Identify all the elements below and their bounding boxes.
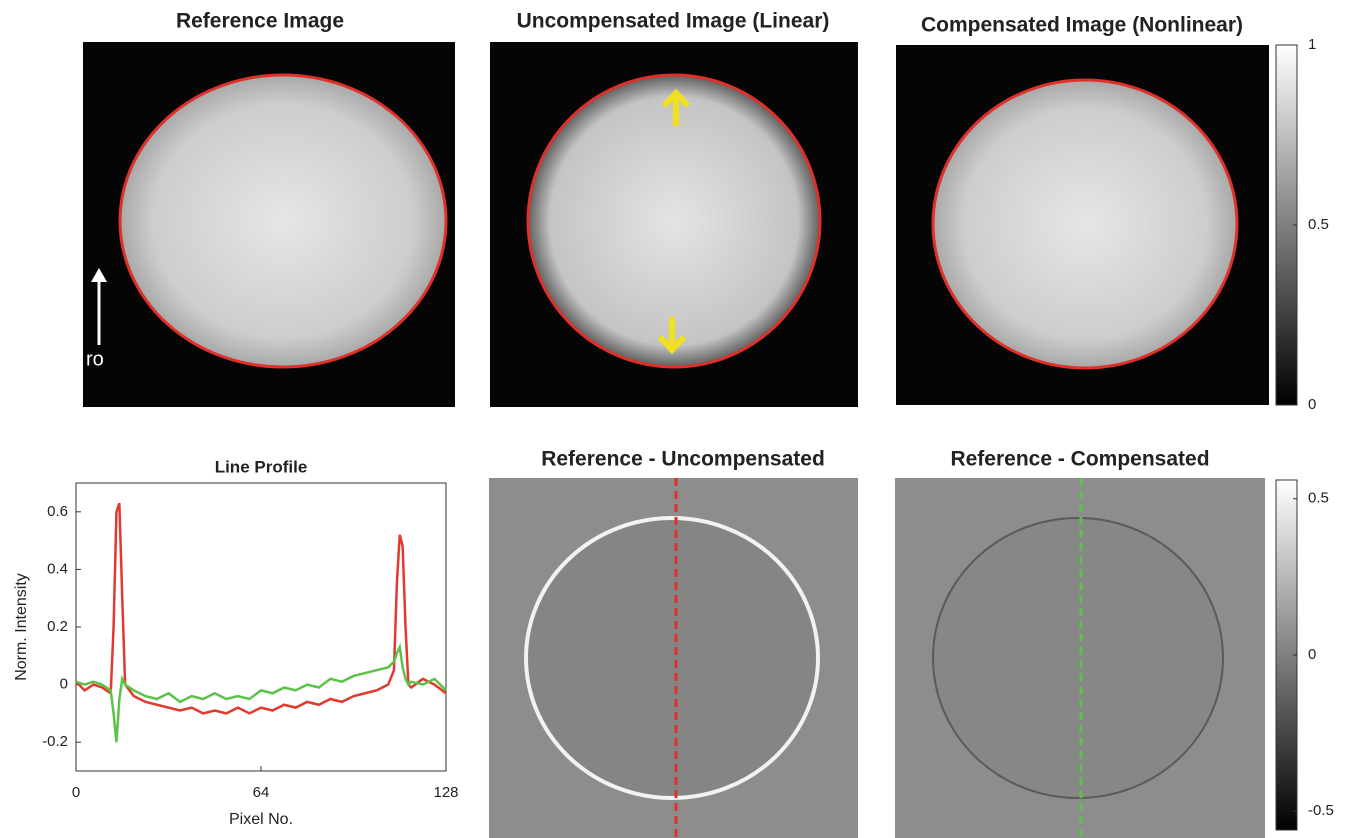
y-tick-label: 0.4 xyxy=(47,560,68,577)
colorbar-tick-label: 0.5 xyxy=(1308,490,1329,507)
x-tick-label: 128 xyxy=(433,784,458,801)
colorbar-tick-label: 0.5 xyxy=(1308,216,1329,233)
x-tick-label: 0 xyxy=(72,784,80,801)
image-title: Reference Image xyxy=(176,10,344,33)
colorbar-tick-label: 0 xyxy=(1308,396,1316,413)
annotation: ro xyxy=(86,348,104,370)
y-tick-label: 0.6 xyxy=(47,503,68,520)
colorbar-tick-label: 0 xyxy=(1308,646,1316,663)
phantom xyxy=(933,80,1237,368)
difference-ring xyxy=(526,518,818,798)
image-title: Compensated Image (Nonlinear) xyxy=(921,14,1243,37)
image-title: Reference - Compensated xyxy=(950,448,1209,471)
colorbar-tick-label: -0.5 xyxy=(1308,802,1334,819)
y-tick-label: 0 xyxy=(60,676,68,693)
figure: ro Reference Image Uncompensated Image (… xyxy=(0,0,1351,838)
plot-area xyxy=(76,483,446,771)
image-title: Reference - Uncompensated xyxy=(541,448,825,471)
phantom xyxy=(120,75,446,367)
colorbar-tick-label: 1 xyxy=(1308,36,1316,53)
chart-title: Line Profile xyxy=(215,457,308,476)
y-tick-label: 0.2 xyxy=(47,618,68,635)
image-title: Uncompensated Image (Linear) xyxy=(517,10,830,33)
x-tick-label: 64 xyxy=(253,784,270,801)
y-tick-label: -0.2 xyxy=(42,733,68,750)
x-axis-label: Pixel No. xyxy=(229,811,293,828)
y-axis-label: Norm. Intensity xyxy=(13,573,30,681)
difference-ring xyxy=(933,518,1223,798)
